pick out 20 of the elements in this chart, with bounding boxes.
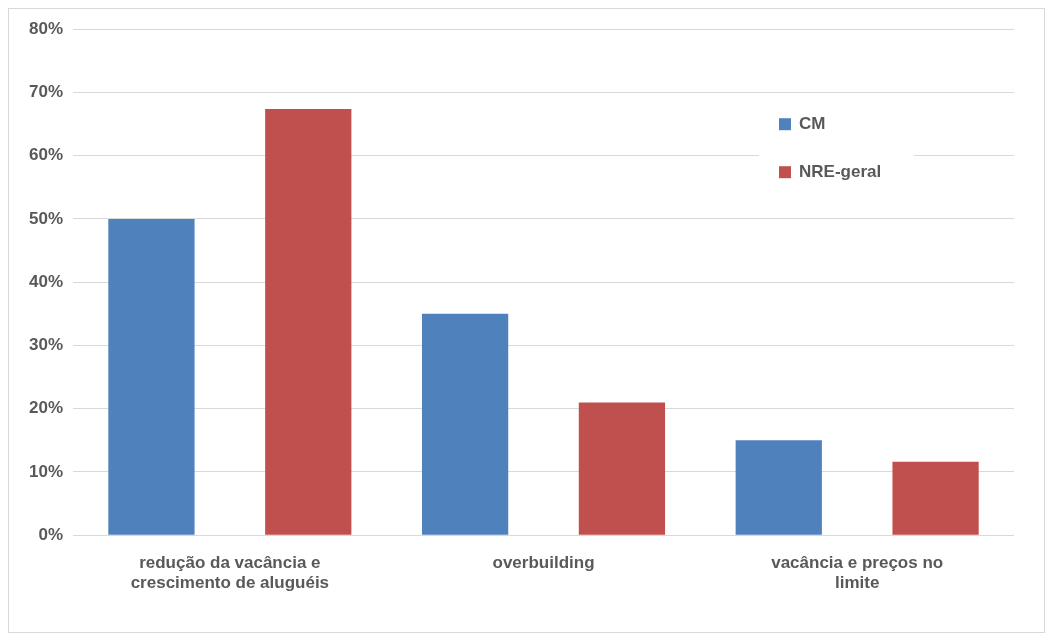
x-tick-label: redução da vacância e crescimento de aluguéis [130, 553, 330, 593]
x-tick-label: overbuilding [492, 553, 595, 573]
bar [578, 402, 666, 535]
y-tick-label: 60% [28, 145, 64, 165]
bar [735, 440, 822, 535]
bar [265, 108, 352, 535]
x-tick-label: vacância e preços no limite [771, 553, 944, 593]
legend-label: NRE-geral [799, 161, 882, 181]
y-tick-label: 50% [28, 208, 64, 228]
y-tick-label: 30% [28, 335, 64, 355]
legend-label: CM [799, 113, 826, 133]
y-tick-label: 20% [28, 398, 64, 418]
y-tick-label: 70% [28, 82, 64, 102]
y-tick-label: 0% [38, 524, 64, 544]
bar [892, 461, 979, 535]
bar [108, 218, 195, 535]
y-tick-label: 10% [28, 461, 64, 481]
bar [421, 313, 509, 535]
y-tick-label: 40% [28, 271, 64, 291]
y-tick-label: 80% [28, 18, 64, 38]
